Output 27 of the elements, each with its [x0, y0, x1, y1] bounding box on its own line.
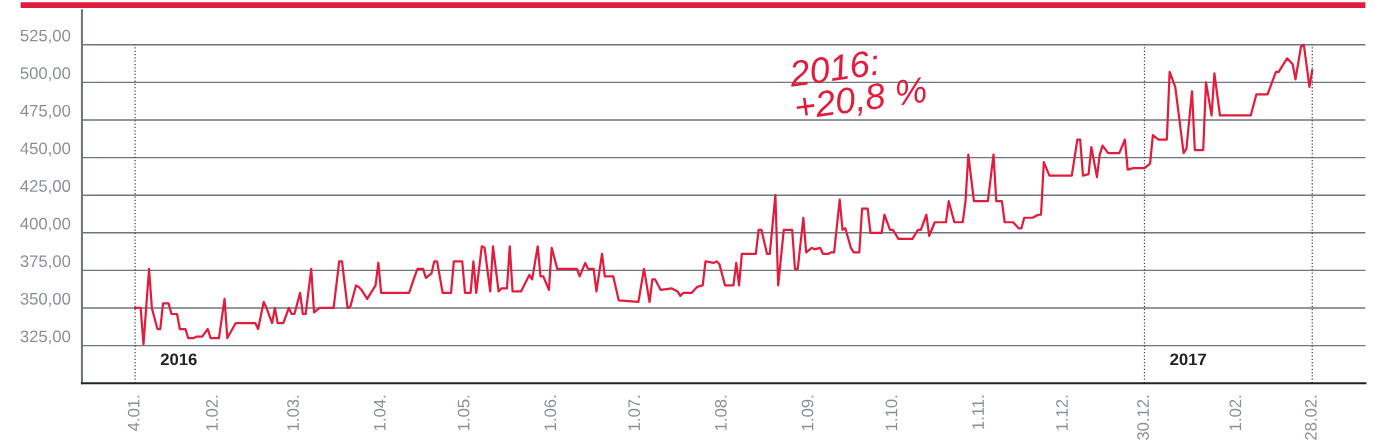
x-tick-label: 1.04.: [373, 395, 386, 431]
x-tick-label: 1.07.: [628, 395, 641, 431]
y-tick-label: 325,00: [20, 330, 71, 345]
y-tick-label: 475,00: [20, 104, 71, 119]
ref-line-label: 2017: [1170, 353, 1206, 366]
x-tick-label: 1.12.: [1056, 395, 1068, 431]
x-tick-label: 1.08.: [714, 395, 727, 431]
x-tick-label: 28.02.: [1304, 395, 1317, 440]
y-tick-label: 500,00: [20, 67, 71, 82]
x-tick-label: 1.09.: [801, 395, 814, 431]
annotation: 2016: +20,8 %: [787, 49, 928, 125]
y-tick-label: 375,00: [20, 255, 71, 270]
x-tick-label: 1.06.: [544, 395, 557, 431]
y-tick-label: 450,00: [20, 142, 71, 157]
y-tick-label: 425,00: [20, 180, 71, 194]
x-tick-label: 30.12.: [1137, 395, 1149, 440]
x-tick-label: 4.01.: [127, 395, 140, 431]
x-tick-label: 1.02.: [1229, 395, 1242, 431]
y-tick-label: 400,00: [20, 217, 71, 232]
x-tick-label: 1.10.: [885, 395, 898, 431]
y-tick-label: 525,00: [20, 29, 71, 44]
x-tick-label: 1.11.: [972, 395, 984, 429]
x-tick-label: 1.03.: [287, 395, 299, 431]
ref-line-label: 2016: [160, 353, 197, 366]
x-tick-label: 1.05.: [457, 395, 470, 431]
x-tick-label: 1.02.: [206, 395, 218, 431]
y-tick-label: 350,00: [20, 292, 71, 307]
